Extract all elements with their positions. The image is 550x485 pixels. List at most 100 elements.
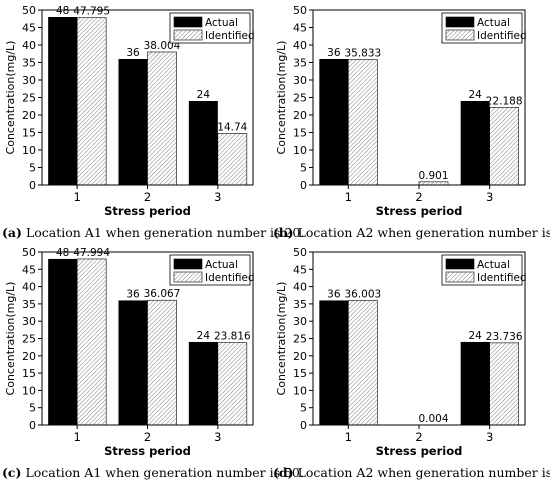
panel-caption: (a) Location A1 when generation number is…	[2, 225, 304, 240]
bar-identified-3	[217, 133, 248, 186]
y-tick-label: 40	[293, 281, 307, 294]
data-label-identified-3: 22.188	[486, 95, 523, 107]
x-tick-label: 3	[214, 190, 221, 204]
y-tick-label: 50	[22, 4, 36, 17]
y-tick-label: 5	[300, 402, 307, 415]
x-tick-label: 1	[345, 430, 352, 444]
legend-swatch-identified	[173, 271, 203, 283]
y-tick-label: 50	[22, 246, 36, 259]
legend-swatch-actual	[445, 16, 475, 28]
data-label-actual-1: 36	[327, 288, 341, 300]
y-tick-label: 30	[22, 315, 36, 328]
caption-text: Location A2 when generation number is 20…	[298, 225, 550, 240]
panel-caption: (c) Location A1 when generation number is…	[2, 465, 304, 480]
x-axis-title: Stress period	[104, 444, 191, 458]
caption-label: (d)	[273, 465, 294, 480]
bar-identified-3	[217, 342, 248, 426]
bar-actual-3	[188, 101, 218, 185]
bar-actual-3	[460, 101, 490, 185]
legend-label-identified: Identified	[477, 272, 527, 284]
y-tick-label: 10	[22, 384, 36, 397]
y-tick-label: 20	[22, 350, 36, 363]
data-label-identified-1: 47.994	[73, 247, 110, 259]
legend-swatch-identified	[445, 271, 475, 283]
y-tick-label: 15	[22, 367, 36, 380]
data-label-actual-1: 36	[327, 47, 341, 59]
legend-swatch-actual	[173, 258, 203, 270]
caption-text: Location A1 when generation number is 20…	[26, 225, 304, 240]
y-tick-label: 45	[293, 263, 307, 276]
data-label-identified-1: 36.003	[344, 288, 381, 300]
legend-label-identified: Identified	[205, 272, 255, 284]
y-tick-label: 20	[22, 109, 36, 122]
data-label-actual-1: 48	[56, 247, 69, 259]
y-tick-label: 5	[300, 162, 307, 175]
panel-caption: (b) Location A2 when generation number is…	[273, 225, 550, 240]
y-tick-label: 35	[293, 298, 307, 311]
legend-label-actual: Actual	[477, 259, 510, 271]
legend-label-actual: Actual	[477, 17, 510, 29]
x-tick-label: 2	[144, 190, 151, 204]
bar-identified-2	[147, 299, 177, 426]
y-tick-label: 30	[293, 315, 307, 328]
x-axis-title: Stress period	[104, 204, 191, 218]
caption-label: (a)	[2, 225, 22, 240]
x-tick-label: 3	[214, 430, 221, 444]
bar-actual-1	[319, 300, 349, 425]
y-tick-label: 40	[293, 39, 307, 52]
y-tick-label: 50	[293, 4, 307, 17]
x-tick-label: 2	[144, 430, 151, 444]
y-axis-title: Concentration(mg/L)	[4, 41, 17, 155]
y-tick-label: 25	[293, 333, 307, 346]
y-tick-label: 0	[29, 179, 36, 192]
data-label-actual-2: 36	[126, 288, 140, 300]
bar-actual-2	[118, 59, 148, 185]
y-tick-label: 25	[22, 92, 36, 105]
bar-identified-3	[489, 107, 519, 186]
y-tick-label: 10	[293, 144, 307, 157]
x-tick-label: 2	[415, 430, 422, 444]
bar-identified-1	[76, 258, 107, 426]
bar-identified-1	[348, 300, 378, 426]
data-label-actual-3: 24	[468, 330, 482, 342]
bar-actual-1	[48, 17, 78, 185]
data-label-actual-3: 24	[468, 89, 482, 101]
y-tick-label: 35	[22, 298, 36, 311]
y-tick-label: 35	[22, 57, 36, 70]
panel-caption: (d) Location A2 when generation number is…	[273, 465, 550, 480]
y-tick-label: 25	[22, 333, 36, 346]
caption-label: (b)	[273, 225, 294, 240]
legend-label-actual: Actual	[205, 17, 238, 29]
data-label-actual-3: 24	[197, 89, 211, 101]
y-tick-label: 0	[29, 419, 36, 432]
chart-panel-d: 36 24 36.003 0.004 23.736 0 5 10 15 20 25 30 35 40 45 5…	[273, 246, 550, 480]
caption-text: Location A1 when generation number is 50…	[25, 465, 303, 480]
legend-swatch-identified	[173, 29, 203, 41]
legend-label-actual: Actual	[205, 259, 238, 271]
data-label-identified-1: 47.795	[73, 6, 110, 18]
y-tick-label: 45	[22, 263, 36, 276]
legend-label-identified: Identified	[205, 30, 255, 42]
y-tick-label: 5	[29, 402, 36, 415]
data-label-identified-3: 23.816	[214, 331, 251, 343]
legend-swatch-actual	[445, 258, 475, 270]
bar-actual-2	[118, 300, 148, 425]
y-tick-label: 45	[293, 22, 307, 35]
y-tick-label: 5	[29, 162, 36, 175]
caption-text: Location A2 when generation number is 50…	[298, 465, 550, 480]
y-tick-label: 0	[300, 419, 307, 432]
y-tick-label: 30	[293, 74, 307, 87]
caption-label: (c)	[2, 465, 21, 480]
y-tick-label: 10	[22, 144, 36, 157]
bar-actual-3	[460, 341, 490, 425]
chart-panel-c: 48362447.99436.06723.8160510152025303540…	[2, 246, 304, 480]
y-axis-title: Concentration(mg/L)	[275, 282, 288, 396]
y-tick-label: 20	[293, 109, 307, 122]
x-tick-label: 2	[415, 190, 422, 204]
bar-identified-1	[76, 17, 107, 186]
y-tick-label: 20	[293, 350, 307, 363]
y-tick-label: 50	[293, 246, 307, 259]
y-tick-label: 15	[293, 367, 307, 380]
